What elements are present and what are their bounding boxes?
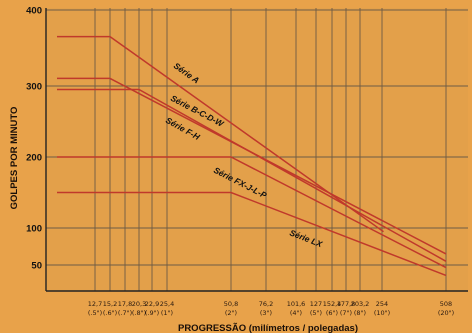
series-line-2 xyxy=(57,88,447,262)
x-tick-label-mm: 508 xyxy=(440,300,452,308)
y-tick-label: 200 xyxy=(26,153,42,164)
x-tick-label-mm: 254 xyxy=(376,300,388,308)
x-tick-label-mm: 76,2 xyxy=(259,300,273,308)
x-tick-label-in: (.7") xyxy=(118,309,132,317)
series-line-1 xyxy=(57,77,447,255)
y-tick-label: 100 xyxy=(26,224,42,235)
x-tick-label-in: (3") xyxy=(260,309,272,317)
x-tick-label-mm: 101,6 xyxy=(287,300,306,308)
x-tick-label-in: (20") xyxy=(438,309,454,317)
x-tick-label-in: (5") xyxy=(310,309,322,317)
y-tick-label: 300 xyxy=(26,82,42,93)
x-tick-label-in: (6") xyxy=(326,309,338,317)
x-tick-label-in: (2") xyxy=(225,309,237,317)
series-lines xyxy=(57,35,447,277)
x-tick-label-in: (.8") xyxy=(132,309,146,317)
x-tick-label-in: (.5") xyxy=(88,309,102,317)
grid xyxy=(45,8,468,292)
x-tick-label-mm: 12,7 xyxy=(88,300,102,308)
y-tick-label: 400 xyxy=(26,6,42,17)
x-tick-label-in: (1") xyxy=(161,309,173,317)
x-tick-label-mm: 22,9 xyxy=(145,300,159,308)
x-tick-label-in: (7") xyxy=(340,309,352,317)
x-tick-label-in: (.9") xyxy=(145,309,159,317)
x-tick-label-mm: 127 xyxy=(310,300,322,308)
y-tick-label: 50 xyxy=(31,261,42,272)
plot-area xyxy=(46,8,468,291)
y-axis-ticks: 400 300 200 100 50 xyxy=(26,6,42,272)
x-tick-label-in: (8") xyxy=(354,309,366,317)
x-tick-label-mm: 20,3 xyxy=(132,300,146,308)
x-tick-label-mm: 50,8 xyxy=(224,300,238,308)
x-tick-label-mm: 177,8 xyxy=(337,300,356,308)
x-tick-label-mm: 25,4 xyxy=(160,300,174,308)
x-tick-label-in: (.6") xyxy=(103,309,117,317)
x-tick-label-in: (10") xyxy=(374,309,390,317)
x-tick-label-mm: 152,4 xyxy=(323,300,342,308)
series-line-3 xyxy=(57,156,447,269)
series-line-0 xyxy=(57,35,384,233)
x-axis-title: PROGRESSÃO (milímetros / polegadas) xyxy=(178,323,358,333)
x-tick-label-in: (4") xyxy=(290,309,302,317)
x-axis-ticks: 12,7(.5")15,2(.6")17,8(.7")20,3(.8")22,9… xyxy=(88,300,454,317)
x-tick-label-mm: 203,2 xyxy=(351,300,370,308)
series-line-4 xyxy=(57,191,447,277)
x-tick-label-mm: 15,2 xyxy=(103,300,117,308)
y-axis-title: GOLPES POR MINUTO xyxy=(9,107,20,210)
x-tick-label-mm: 17,8 xyxy=(118,300,132,308)
